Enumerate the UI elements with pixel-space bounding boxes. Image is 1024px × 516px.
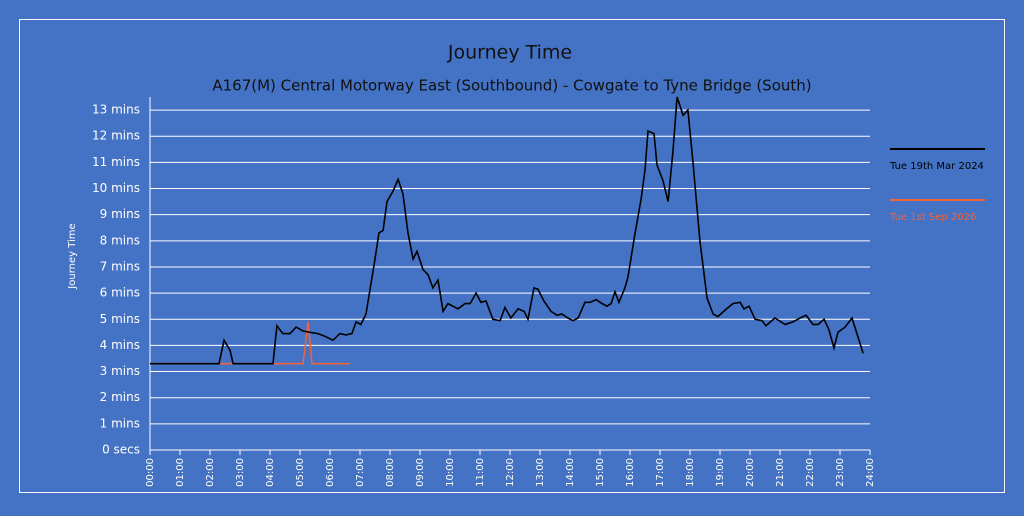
x-tick-label: 21:00 bbox=[775, 458, 786, 487]
x-tick-label: 24:00 bbox=[865, 458, 876, 487]
y-tick-label: 12 mins bbox=[92, 129, 140, 143]
y-tick-label: 4 mins bbox=[100, 338, 140, 352]
y-tick-label: 0 secs bbox=[102, 443, 140, 457]
x-tick-label: 10:00 bbox=[445, 458, 456, 487]
x-tick-label: 19:00 bbox=[715, 458, 726, 487]
x-tick-label: 23:00 bbox=[835, 458, 846, 487]
legend-label: Tue 19th Mar 2024 bbox=[889, 161, 984, 172]
x-tick-label: 20:00 bbox=[745, 458, 756, 487]
y-tick-label: 3 mins bbox=[100, 364, 140, 378]
x-tick-label: 03:00 bbox=[235, 458, 246, 487]
y-tick-label: 6 mins bbox=[100, 286, 140, 300]
x-tick-label: 14:00 bbox=[565, 458, 576, 487]
x-tick-label: 22:00 bbox=[805, 458, 816, 487]
y-tick-label: 9 mins bbox=[100, 207, 140, 221]
x-tick-label: 06:00 bbox=[325, 458, 336, 487]
x-tick-label: 02:00 bbox=[205, 458, 216, 487]
line bbox=[150, 321, 351, 365]
chart-title: Journey Time bbox=[447, 42, 572, 64]
x-tick-label: 07:00 bbox=[355, 458, 366, 487]
x-tick-label: 01:00 bbox=[175, 458, 186, 487]
y-axis-label: Journey Time bbox=[67, 223, 78, 289]
y-tick-label: 8 mins bbox=[100, 233, 140, 247]
x-tick-label: 05:00 bbox=[295, 458, 306, 487]
x-tick-label: 04:00 bbox=[265, 458, 276, 487]
x-tick-label: 15:00 bbox=[595, 458, 606, 487]
y-tick-label: 11 mins bbox=[92, 155, 140, 169]
x-tick-label: 16:00 bbox=[625, 458, 636, 487]
x-tick-label: 09:00 bbox=[415, 458, 426, 487]
y-tick-label: 5 mins bbox=[100, 312, 140, 326]
y-tick-label: 13 mins bbox=[92, 103, 140, 117]
frame bbox=[19, 19, 1005, 493]
x-tick-label: 08:00 bbox=[385, 458, 396, 487]
y-tick-label: 1 mins bbox=[100, 416, 140, 430]
legend-label: Tue 1st Sep 2026 bbox=[889, 212, 976, 223]
y-tick-label: 10 mins bbox=[92, 181, 140, 195]
line bbox=[150, 96, 864, 365]
y-tick-label: 7 mins bbox=[100, 259, 140, 273]
x-tick-label: 12:00 bbox=[505, 458, 516, 487]
x-tick-label: 00:00 bbox=[145, 458, 156, 487]
x-tick-label: 18:00 bbox=[685, 458, 696, 487]
x-tick-label: 13:00 bbox=[535, 458, 546, 487]
x-tick-label: 11:00 bbox=[475, 458, 486, 487]
x-tick-label: 17:00 bbox=[655, 458, 666, 487]
chart-subtitle: A167(M) Central Motorway East (Southboun… bbox=[212, 77, 811, 95]
y-tick-label: 2 mins bbox=[100, 390, 140, 404]
